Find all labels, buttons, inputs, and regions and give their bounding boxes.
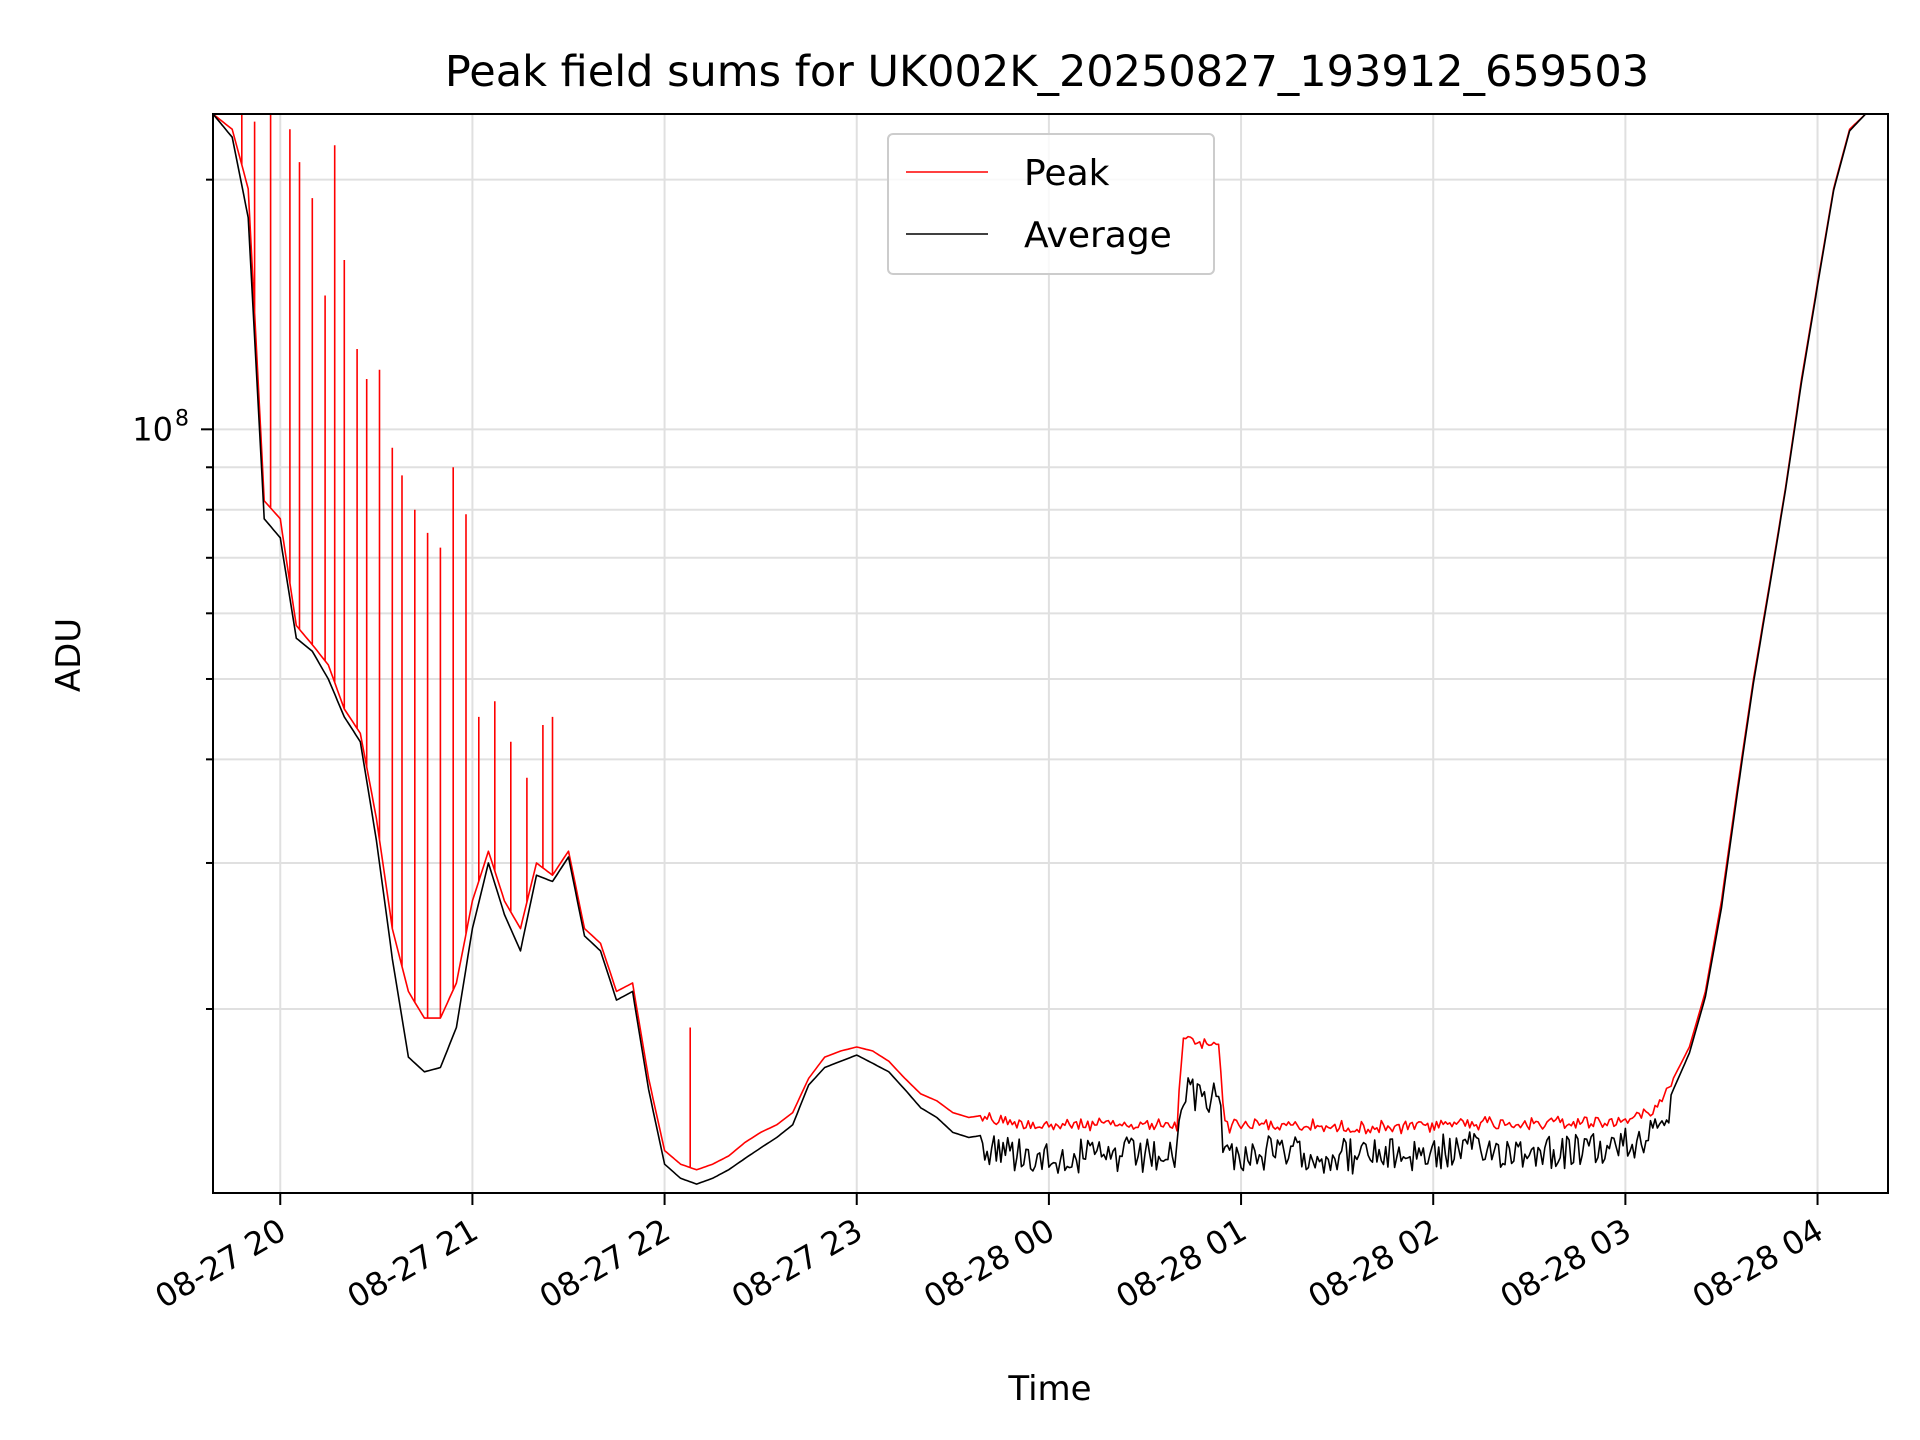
series-line-peak xyxy=(213,114,1888,1171)
grid xyxy=(213,114,1888,1193)
legend-box xyxy=(887,133,1215,275)
legend-label-peak: Peak xyxy=(1024,153,1110,194)
y-axis-label: ADU xyxy=(49,618,89,692)
x-axis-label: Time xyxy=(1007,1369,1091,1409)
legend: Peak Average xyxy=(887,133,1215,275)
plot-frame xyxy=(212,113,1889,1194)
y-tick-label: 10 xyxy=(132,410,173,448)
chart-title: Peak field sums for UK002K_20250827_1939… xyxy=(445,47,1649,97)
series-line-average xyxy=(213,114,1888,1185)
y-tick-exponent: 8 xyxy=(175,406,189,431)
y-axis: 10 8 xyxy=(132,178,213,1011)
series-group xyxy=(213,114,1888,1185)
legend-label-average: Average xyxy=(1024,215,1172,256)
